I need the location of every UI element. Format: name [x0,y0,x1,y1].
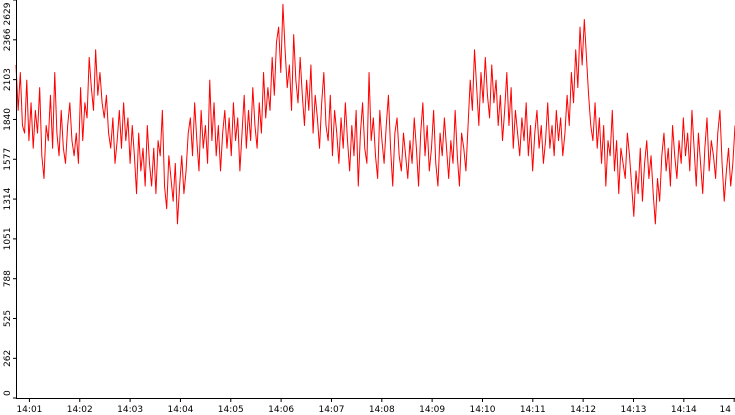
x-tick-label: 14:06 [268,405,294,415]
y-tick-label: 1577 [3,148,13,171]
y-tick-label: 2366 [3,28,13,51]
x-tick-label: 14:14 [671,405,697,415]
x-tick-label: 14:12 [570,405,596,415]
x-tick-label: 14:07 [318,405,344,415]
x-tick-label: 14:02 [67,405,93,415]
y-tick-label: 525 [3,310,13,327]
y-tick-label: 0 [3,390,13,396]
x-tick-label: 14:04 [167,405,193,415]
x-tick-label: 14:09 [419,405,445,415]
x-tick-label: 14:01 [16,405,42,415]
y-tick-label: 788 [3,270,13,287]
y-tick-label: 1051 [3,227,13,250]
x-tick-label: 14:13 [621,405,647,415]
x-tick-label: 14:08 [369,405,395,415]
x-tick-label: 14 [720,405,732,415]
y-tick-label: 2629 [3,2,13,25]
x-tick-label: 14:05 [218,405,244,415]
y-tick-label: 2103 [3,68,13,91]
y-tick-label: 1314 [3,187,13,210]
y-tick-label: 1840 [3,108,13,131]
x-tick-label: 14:03 [117,405,143,415]
series-line [15,3,735,225]
y-axis: 0 262 525 788 1051 1314 1577 1840 2103 2366 2629 [3,0,17,399]
x-tick-label: 14:10 [470,405,496,415]
x-tick-label: 14:11 [520,405,546,415]
series-group [15,3,735,225]
y-tick-label: 262 [3,350,13,367]
x-axis: 14:01 14:02 14:03 14:04 14:05 14:06 14:07 14:08… [16,398,735,415]
